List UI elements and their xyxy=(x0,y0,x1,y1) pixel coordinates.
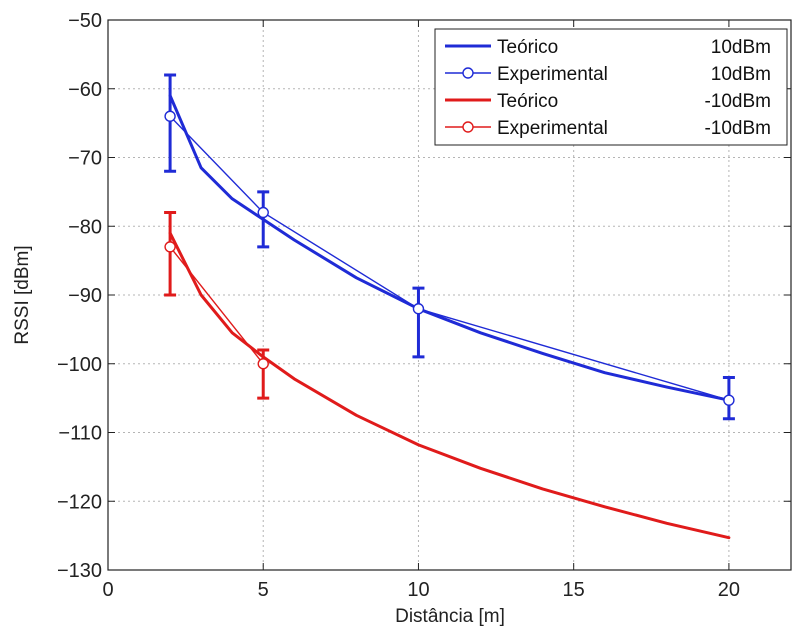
x-axis-label: Distância [m] xyxy=(395,606,505,627)
legend-swatch-marker xyxy=(462,67,474,79)
y-tick-label: −50 xyxy=(68,10,102,32)
data-point-marker xyxy=(412,303,425,315)
y-tick-label: −130 xyxy=(57,560,102,582)
tick-labels: 0 5 10 15 20 −50 −60 −70 −80 −90 −100 −110 −120 −130 xyxy=(57,10,740,601)
y-tick-label: −100 xyxy=(57,354,102,376)
legend-label: Teórico xyxy=(497,91,558,112)
data-point-marker xyxy=(164,241,176,253)
legend-power: 10dBm xyxy=(711,37,771,58)
y-tick-label: −70 xyxy=(68,148,102,170)
theoretical-line-0 xyxy=(168,94,731,402)
legend-box xyxy=(434,28,788,146)
legend: Teórico 10dBm Experimental 10dBm Teórico -10d… xyxy=(434,28,788,146)
legend-swatch-marker xyxy=(462,121,474,133)
data-point-marker xyxy=(164,110,176,122)
x-tick-label: 0 xyxy=(102,579,113,601)
theoretical-line-2 xyxy=(168,231,731,540)
legend-label: Experimental xyxy=(497,118,608,139)
legend-label: Experimental xyxy=(497,64,608,85)
series-layer xyxy=(164,73,735,540)
legend-power: -10dBm xyxy=(704,118,771,139)
y-tick-label: −120 xyxy=(57,491,102,513)
legend-label: Teórico xyxy=(497,37,558,58)
data-point-marker xyxy=(723,394,735,406)
y-tick-label: −110 xyxy=(58,423,102,445)
x-tick-label: 20 xyxy=(718,579,740,601)
y-tick-label: −80 xyxy=(68,216,102,238)
y-tick-label: −90 xyxy=(68,285,102,307)
legend-power: -10dBm xyxy=(704,91,771,112)
data-point-marker xyxy=(257,358,269,370)
data-point-marker xyxy=(257,206,269,219)
x-tick-label: 5 xyxy=(258,579,269,601)
x-tick-label: 15 xyxy=(563,579,585,601)
y-axis-label: RSSI [dBm] xyxy=(12,245,33,344)
experimental-line-1 xyxy=(169,115,730,401)
y-tick-label: −60 xyxy=(68,79,102,101)
x-tick-label: 10 xyxy=(407,579,429,601)
experimental-line-3 xyxy=(169,246,264,365)
legend-power: 10dBm xyxy=(711,64,771,85)
